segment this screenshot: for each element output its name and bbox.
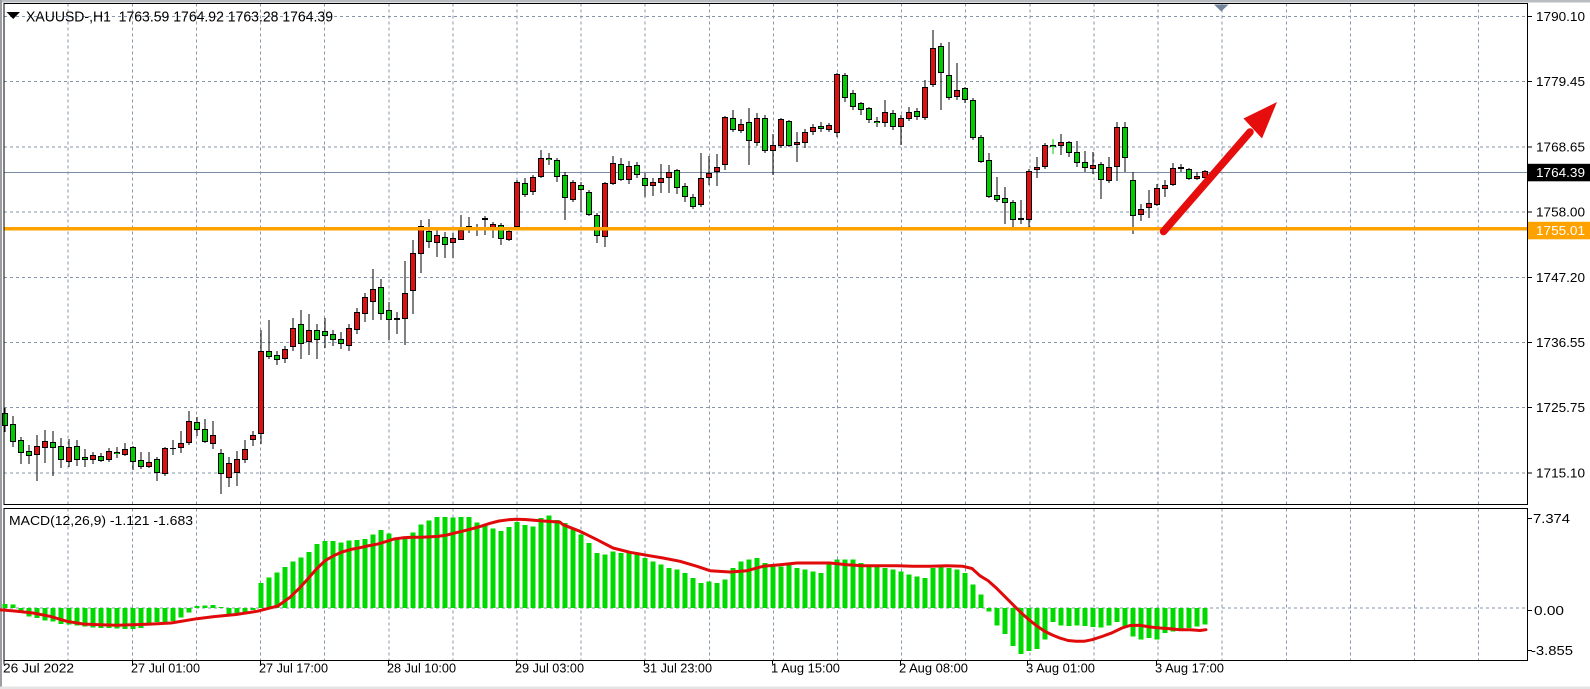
svg-text:1755.01: 1755.01 (1536, 223, 1585, 238)
svg-text:-3.855: -3.855 (1531, 643, 1573, 658)
svg-text:1758.00: 1758.00 (1536, 205, 1585, 220)
svg-text:27 Jul 01:00: 27 Jul 01:00 (131, 661, 200, 676)
svg-text:2 Aug 08:00: 2 Aug 08:00 (899, 661, 968, 676)
svg-text:1736.55: 1736.55 (1536, 335, 1585, 350)
svg-text:1768.65: 1768.65 (1536, 139, 1585, 154)
svg-text:1764.39: 1764.39 (1536, 165, 1585, 180)
svg-text:28 Jul 10:00: 28 Jul 10:00 (387, 661, 456, 676)
svg-text:MACD(12,26,9) -1.121 -1.683: MACD(12,26,9) -1.121 -1.683 (9, 513, 193, 528)
svg-text:1747.20: 1747.20 (1536, 270, 1585, 285)
svg-text:3 Aug 01:00: 3 Aug 01:00 (1026, 661, 1095, 676)
svg-text:1779.45: 1779.45 (1536, 74, 1585, 89)
svg-text:3 Aug 17:00: 3 Aug 17:00 (1155, 661, 1224, 676)
svg-text:29 Jul 03:00: 29 Jul 03:00 (515, 661, 584, 676)
svg-text:7.374: 7.374 (1533, 511, 1570, 526)
svg-text:1725.75: 1725.75 (1536, 400, 1585, 415)
svg-text:1790.10: 1790.10 (1536, 9, 1585, 24)
svg-text:26 Jul 2022: 26 Jul 2022 (3, 661, 74, 676)
svg-text:XAUUSD-,H1 1763.59 1764.92 17: XAUUSD-,H1 1763.59 1764.92 1763.28 1764.… (26, 9, 333, 26)
svg-text:31 Jul 23:00: 31 Jul 23:00 (643, 661, 712, 676)
svg-text:27 Jul 17:00: 27 Jul 17:00 (259, 661, 328, 676)
svg-text:0.00: 0.00 (1534, 603, 1564, 618)
svg-text:1715.10: 1715.10 (1536, 465, 1585, 480)
svg-text:1 Aug 15:00: 1 Aug 15:00 (771, 661, 840, 676)
